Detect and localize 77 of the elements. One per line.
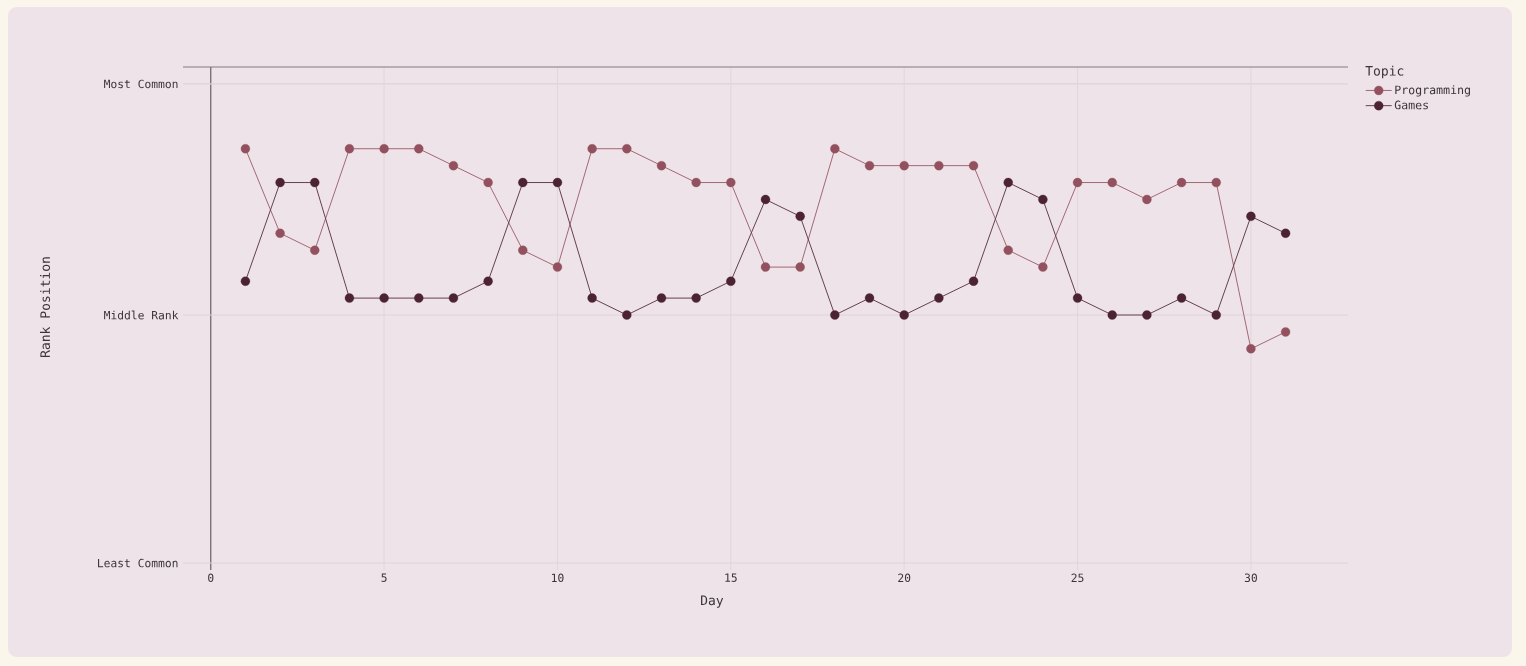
point	[240, 276, 251, 286]
point	[1280, 228, 1291, 238]
point	[1107, 177, 1117, 188]
x-tick-label: 10	[552, 573, 564, 583]
point	[1176, 177, 1187, 188]
point	[622, 310, 632, 320]
point	[518, 245, 528, 255]
point	[587, 293, 597, 303]
point	[656, 293, 667, 303]
point	[1142, 194, 1152, 205]
point	[899, 310, 909, 320]
point	[830, 310, 840, 320]
point	[483, 276, 493, 286]
point	[795, 211, 805, 222]
point	[552, 177, 563, 188]
point	[968, 276, 979, 286]
point	[414, 293, 424, 303]
point	[310, 245, 320, 255]
point	[587, 144, 597, 154]
point	[379, 144, 389, 154]
point	[414, 144, 424, 154]
point	[1280, 327, 1291, 337]
point	[310, 177, 320, 188]
point	[448, 293, 459, 303]
point	[934, 293, 944, 303]
point	[344, 293, 355, 303]
point	[1072, 293, 1083, 303]
ref-line-label: Most Common	[104, 79, 178, 89]
point	[1107, 310, 1117, 320]
point	[275, 228, 285, 238]
point	[726, 177, 736, 188]
legend-label: Games	[1394, 100, 1428, 110]
x-axis-title: Day	[701, 595, 724, 608]
point	[691, 177, 701, 188]
point	[864, 160, 875, 171]
point	[1003, 245, 1013, 255]
point	[691, 293, 701, 303]
point	[518, 177, 528, 188]
x-tick-label: 15	[725, 573, 737, 582]
point	[726, 276, 736, 286]
point	[760, 194, 771, 205]
point	[1142, 310, 1152, 320]
legend-label: Programming	[1395, 85, 1470, 97]
point	[1003, 177, 1013, 188]
x-tick-label: 0	[208, 573, 214, 583]
point	[344, 144, 355, 154]
point	[275, 177, 285, 188]
point	[864, 293, 875, 303]
ref-line-label: Middle Rank	[104, 310, 179, 320]
ref-line-label: Least Common	[98, 558, 178, 568]
point	[656, 160, 667, 171]
point	[240, 144, 251, 154]
x-tick-label: 20	[898, 573, 911, 583]
point	[899, 160, 909, 171]
x-tick-label: 25	[1071, 573, 1084, 583]
x-tick-label: 30	[1244, 573, 1257, 583]
point	[1038, 262, 1048, 272]
point	[622, 144, 632, 154]
point	[1211, 310, 1221, 320]
point	[934, 160, 944, 171]
point	[379, 293, 389, 303]
point	[968, 160, 979, 171]
legend-title: Topic	[1365, 65, 1404, 79]
x-tick-label: 5	[381, 573, 387, 582]
point	[483, 177, 493, 188]
point	[830, 144, 840, 154]
point	[1246, 344, 1256, 354]
point	[760, 262, 771, 272]
point	[1176, 293, 1187, 303]
text: Rank Position	[39, 257, 51, 357]
point	[1211, 177, 1221, 188]
point	[448, 160, 459, 171]
point	[1072, 177, 1083, 188]
point	[552, 262, 563, 272]
point	[1246, 211, 1256, 222]
point	[795, 262, 805, 272]
point	[1038, 194, 1048, 205]
